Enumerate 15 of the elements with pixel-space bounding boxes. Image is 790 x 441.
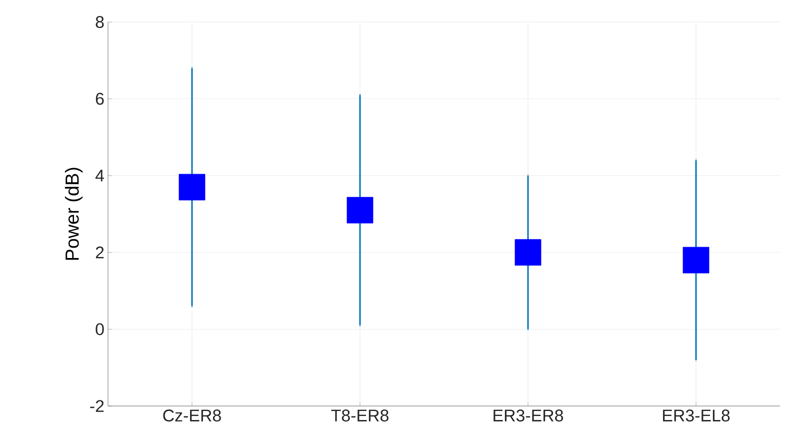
y-tick-label: 6 xyxy=(96,92,104,105)
point xyxy=(514,239,542,266)
y-axis-title: Power (dB) xyxy=(64,168,83,260)
y-tick-label: 4 xyxy=(95,170,104,182)
x-tick-label: ER3-ER8 xyxy=(494,410,564,422)
y-tick-label: -2 xyxy=(90,400,104,412)
y-tick-label: 2 xyxy=(96,246,104,258)
x-tick-label: ER3-EL8 xyxy=(663,410,730,422)
point xyxy=(178,174,206,200)
x-tick-label: T8-ER8 xyxy=(331,410,388,422)
point xyxy=(682,246,710,274)
point xyxy=(346,196,374,224)
y-tick-label: 0 xyxy=(96,323,104,336)
x-tick-label: Cz-ER8 xyxy=(163,410,221,422)
y-tick-label: 8 xyxy=(96,16,104,28)
